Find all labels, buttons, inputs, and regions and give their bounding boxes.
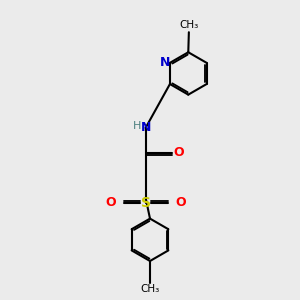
Text: H: H: [133, 121, 141, 130]
Text: S: S: [141, 196, 151, 210]
Text: O: O: [105, 196, 116, 209]
Text: N: N: [159, 56, 170, 69]
Text: CH₃: CH₃: [140, 284, 160, 294]
Text: O: O: [176, 196, 186, 209]
Text: O: O: [173, 146, 184, 159]
Text: N: N: [140, 122, 151, 134]
Text: CH₃: CH₃: [179, 20, 199, 30]
